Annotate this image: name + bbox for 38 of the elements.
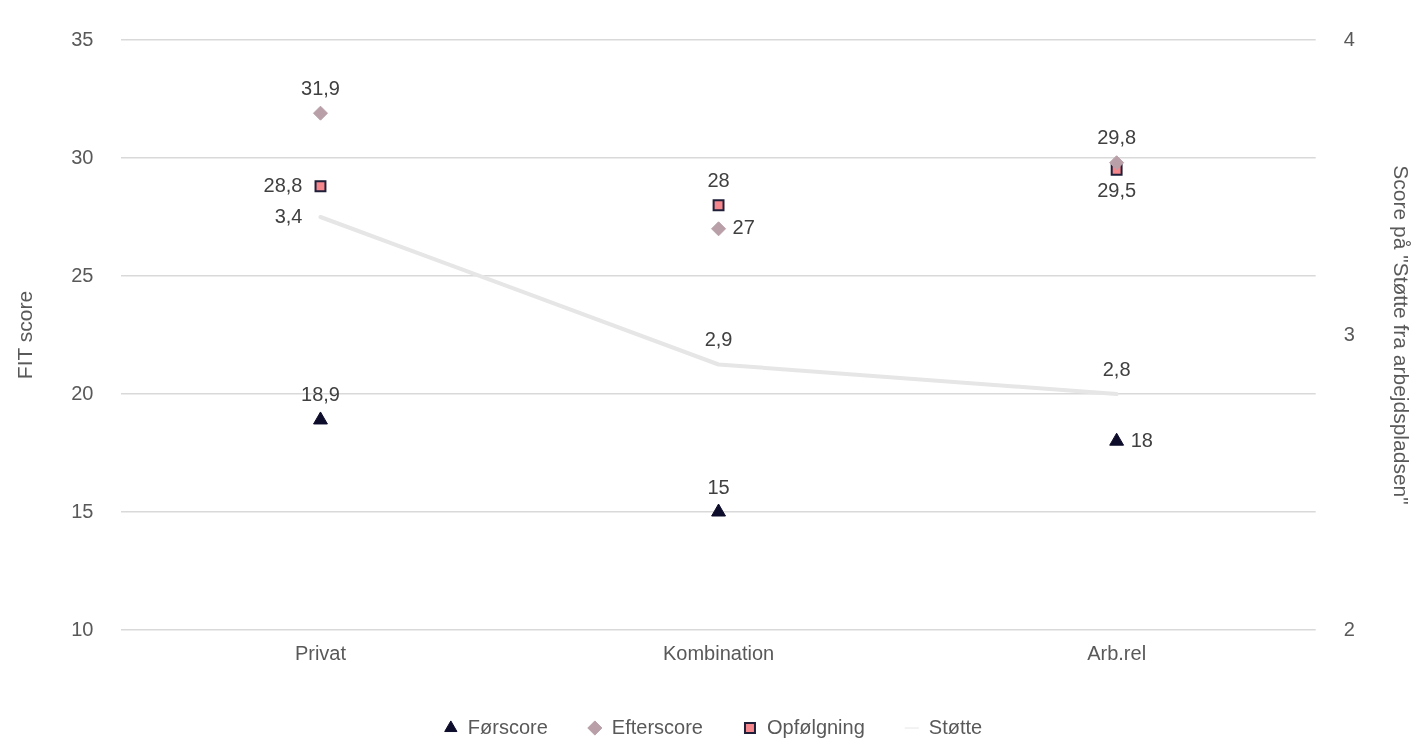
y-tick-label: 10 (71, 617, 94, 640)
data-label: 18,9 (301, 383, 340, 406)
data-label: 29,5 (1097, 179, 1137, 202)
y-tick-label: 20 (71, 381, 94, 404)
y-tick-label: 35 (71, 27, 94, 50)
legend-label: Førscore (467, 715, 548, 738)
data-label: 31,9 (301, 76, 340, 99)
data-label: 29,8 (1097, 126, 1137, 149)
point (1109, 155, 1125, 171)
data-label: 2,9 (704, 328, 733, 351)
data-label: 28,8 (263, 173, 303, 196)
legend-label: Opfølgning (766, 715, 865, 738)
point (312, 105, 328, 121)
y-tick-label: 25 (71, 263, 94, 286)
y-tick-label: 30 (71, 145, 94, 168)
point (712, 199, 725, 212)
data-label: 3,4 (274, 204, 303, 227)
x-tick-label: Privat (294, 641, 347, 664)
point (711, 221, 727, 237)
point (314, 180, 327, 193)
data-label: 27 (732, 216, 755, 239)
point (313, 411, 328, 425)
data-label: 15 (707, 475, 730, 498)
data-label: 18 (1130, 428, 1153, 451)
point (711, 503, 726, 517)
data-label: 28 (707, 168, 730, 191)
y2-tick-label: 4 (1343, 27, 1355, 50)
y2-axis-title: Score på "Støtte fra arbejdspladsen" (1389, 165, 1413, 505)
y-axis-title: FIT score (13, 290, 37, 380)
y2-tick-label: 3 (1343, 322, 1355, 345)
x-tick-label: Arb.rel (1087, 641, 1147, 664)
y2-tick-label: 2 (1343, 617, 1355, 640)
data-label: 2,8 (1102, 357, 1131, 380)
point (1109, 432, 1125, 446)
x-tick-label: Kombination (662, 641, 775, 664)
y-tick-label: 15 (71, 499, 94, 522)
legend-label: Efterscore (611, 715, 703, 738)
legend-label: Støtte (928, 715, 983, 738)
